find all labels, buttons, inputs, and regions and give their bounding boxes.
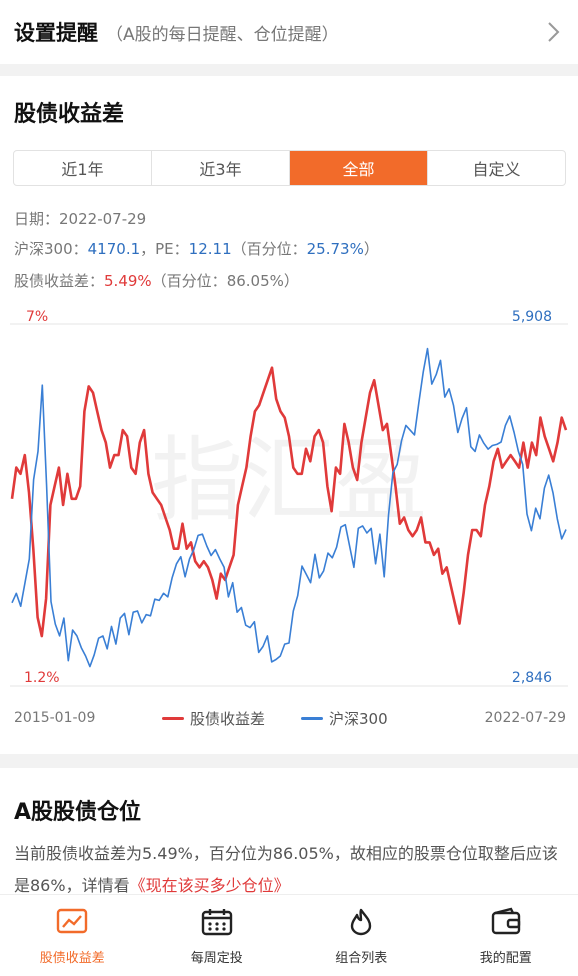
position-card: A股股债仓位 当前股债收益差为5.49%，百分位为86.05%，故相应的股票仓位… [0, 768, 578, 908]
tabbar-item-spread[interactable]: 股债收益差 [0, 895, 145, 976]
spread-pct-close: ） [283, 272, 299, 290]
legend-item-index: 沪深300 [301, 708, 388, 729]
chevron-right-icon [548, 22, 560, 42]
legend-swatch-spread [162, 717, 184, 720]
index-series-line [11, 347, 567, 668]
reminder-subtitle: （A股的每日提醒、仓位提醒） [106, 24, 339, 45]
pe-label: ，PE： [140, 240, 189, 258]
legend-label-spread: 股债收益差 [190, 710, 266, 728]
tab-all[interactable]: 全部 [290, 151, 428, 185]
tabbar-label-portfolio: 组合列表 [335, 951, 388, 966]
chart-legend: 股债收益差 沪深300 [162, 708, 424, 729]
calendar-icon [201, 909, 232, 936]
index-pct-value: 25.73% [306, 240, 364, 258]
position-link[interactable]: 《现在该买多少仓位》 [129, 876, 290, 895]
right-axis-min: 2,846 [512, 670, 552, 686]
tabbar-label-weekly: 每周定投 [190, 951, 243, 966]
legend-swatch-index [301, 717, 324, 720]
index-value: 4170.1 [87, 240, 141, 258]
reminder-bar[interactable]: 设置提醒 （A股的每日提醒、仓位提醒） [0, 0, 578, 64]
spread-label: 股债收益差： [14, 272, 105, 290]
legend-label-index: 沪深300 [329, 710, 388, 728]
legend-item-spread: 股债收益差 [162, 708, 265, 729]
tab-custom[interactable]: 自定义 [472, 160, 521, 179]
tabbar-label-config: 我的配置 [479, 951, 532, 966]
index-pct-close: ） [363, 240, 379, 258]
spread-chart[interactable]: 指汇盈 7% 1.2% 5,908 2,846 [0, 302, 578, 692]
series-layer [10, 347, 568, 668]
section-title: 股债收益差 [14, 102, 125, 127]
chart-icon [57, 908, 88, 934]
position-title: A股股债仓位 [14, 800, 142, 825]
tabbar-label-spread: 股债收益差 [39, 951, 105, 966]
spread-card: 股债收益差 近1年 近3年 全部 自定义 日期：2022-07-29 沪深300… [0, 76, 578, 754]
date-value: 2022-07-29 [59, 210, 147, 228]
right-axis-max: 5,908 [512, 309, 552, 325]
position-text: 当前股债收益差为5.49%，百分位为86.05%，故相应的股票仓位取整后应该是8… [14, 838, 566, 902]
x-axis-start: 2015-01-09 [14, 710, 96, 726]
date-line: 日期：2022-07-29 [14, 208, 146, 229]
tabbar-item-weekly[interactable]: 每周定投 [145, 895, 290, 976]
index-line: 沪深300：4170.1，PE：12.11（百分位：25.73%） [14, 238, 379, 259]
spread-pct-value: 86.05% [226, 272, 284, 290]
index-label: 沪深300： [14, 240, 88, 258]
date-label: 日期： [14, 210, 60, 228]
flame-icon [351, 908, 372, 936]
tab-3y[interactable]: 近3年 [152, 151, 290, 185]
tab-1y[interactable]: 近1年 [14, 151, 152, 185]
left-axis-max: 7% [26, 309, 48, 325]
tabbar-item-config[interactable]: 我的配置 [434, 895, 578, 976]
spread-series-line [10, 366, 568, 638]
index-pct-label: （百分位： [231, 240, 307, 258]
left-axis-min: 1.2% [24, 670, 60, 686]
pe-value: 12.11 [188, 240, 232, 258]
bottom-tabbar: 股债收益差 每周定投 组合列表 我的配置 [0, 894, 578, 976]
spread-line: 股债收益差：5.49%（百分位：86.05%） [14, 270, 299, 291]
range-tabs: 近1年 近3年 全部 自定义 [13, 150, 566, 186]
spread-pct-label: （百分位： [151, 272, 227, 290]
x-axis-end: 2022-07-29 [484, 710, 566, 726]
tabbar-item-portfolio[interactable]: 组合列表 [289, 895, 434, 976]
spread-value: 5.49% [104, 272, 152, 290]
position-body: 当前股债收益差为5.49%，百分位为86.05%，故相应的股票仓位取整后应该是8… [14, 844, 558, 895]
wallet-icon [491, 907, 520, 935]
chart-svg: 指汇盈 7% 1.2% 5,908 2,846 [10, 309, 568, 687]
reminder-title: 设置提醒 [14, 21, 98, 45]
